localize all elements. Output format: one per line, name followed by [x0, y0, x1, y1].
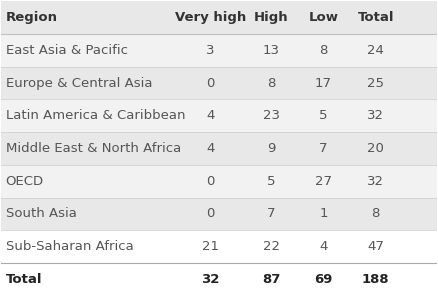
Text: 47: 47: [367, 240, 384, 253]
Text: 32: 32: [367, 175, 384, 188]
Bar: [1, 1, 437, 34]
Text: 32: 32: [367, 109, 384, 122]
Text: OECD: OECD: [6, 175, 44, 188]
Text: Total: Total: [6, 273, 42, 286]
Text: 7: 7: [267, 207, 276, 220]
Text: Very high: Very high: [175, 11, 246, 24]
Text: 7: 7: [319, 142, 328, 155]
Text: Total: Total: [357, 11, 394, 24]
Text: 22: 22: [263, 240, 280, 253]
Text: 0: 0: [206, 207, 215, 220]
Text: 24: 24: [367, 44, 384, 57]
Text: Europe & Central Asia: Europe & Central Asia: [6, 77, 152, 90]
Text: 17: 17: [315, 77, 332, 90]
Text: 20: 20: [367, 142, 384, 155]
Text: 0: 0: [206, 77, 215, 90]
Text: 1: 1: [319, 207, 328, 220]
Text: 3: 3: [206, 44, 215, 57]
Text: 188: 188: [362, 273, 389, 286]
Text: 23: 23: [263, 109, 280, 122]
Text: High: High: [254, 11, 289, 24]
Text: 8: 8: [319, 44, 328, 57]
Text: Latin America & Caribbean: Latin America & Caribbean: [6, 109, 185, 122]
Bar: [1, 132, 437, 165]
Text: 4: 4: [206, 142, 215, 155]
Text: 8: 8: [267, 77, 276, 90]
Text: 27: 27: [315, 175, 332, 188]
Bar: [1, 165, 437, 198]
Bar: [1, 67, 437, 99]
Text: Sub-Saharan Africa: Sub-Saharan Africa: [6, 240, 134, 253]
Bar: [1, 198, 437, 230]
Text: Middle East & North Africa: Middle East & North Africa: [6, 142, 181, 155]
Text: 5: 5: [267, 175, 276, 188]
Text: 4: 4: [319, 240, 328, 253]
Text: 4: 4: [206, 109, 215, 122]
Text: 21: 21: [202, 240, 219, 253]
Text: South Asia: South Asia: [6, 207, 77, 220]
Text: 8: 8: [371, 207, 380, 220]
Text: 25: 25: [367, 77, 384, 90]
Text: 13: 13: [263, 44, 280, 57]
Text: Low: Low: [308, 11, 339, 24]
Text: 5: 5: [319, 109, 328, 122]
Text: East Asia & Pacific: East Asia & Pacific: [6, 44, 128, 57]
Text: 9: 9: [267, 142, 276, 155]
Text: 69: 69: [314, 273, 332, 286]
Text: Region: Region: [6, 11, 58, 24]
Text: 87: 87: [262, 273, 280, 286]
Bar: [1, 34, 437, 67]
Text: 32: 32: [201, 273, 219, 286]
Text: 0: 0: [206, 175, 215, 188]
Bar: [1, 99, 437, 132]
